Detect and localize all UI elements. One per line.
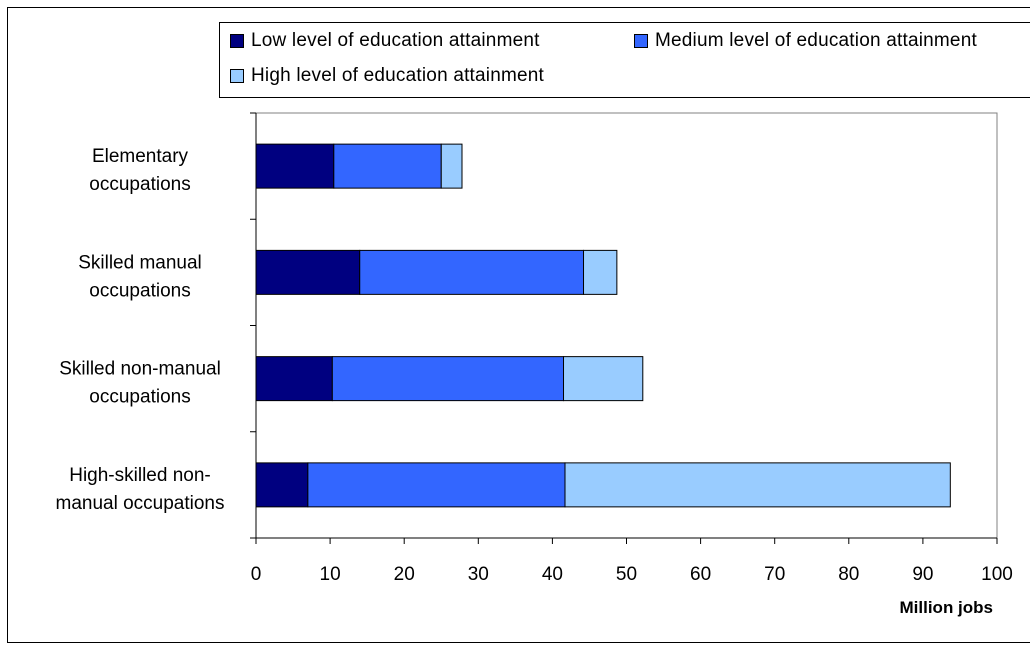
category-label-elementary-occupations: Elementary occupations <box>89 146 190 195</box>
category-label-high-skilled-non-manual-occupations: High-skilled non-manual occupations <box>56 465 225 514</box>
x-tick-label: 50 <box>616 564 637 585</box>
category-label-skilled-non-manual-occupations: Skilled non-manual occupations <box>59 359 221 408</box>
chart-legend: Low level of education attainment Medium… <box>219 22 1030 98</box>
bar-skilled-non-manual-occupations-high <box>563 356 644 402</box>
x-axis-label: Million jobs <box>900 598 994 617</box>
bar-high-skilled-non-manual-occupations-low <box>255 462 309 508</box>
legend-label-high: High level of education attainment <box>251 65 545 86</box>
x-tick-label: 40 <box>542 564 563 585</box>
x-tick-label: 0 <box>251 564 262 585</box>
axes-group: Elementary occupations Skilled manual occup… <box>56 112 1013 585</box>
bar-skilled-non-manual-occupations-medium <box>331 356 565 402</box>
bar-high-skilled-non-manual-occupations-medium <box>307 462 566 508</box>
x-tick-label: 80 <box>838 564 859 585</box>
x-tick-label: 60 <box>690 564 711 585</box>
bar-high-skilled-non-manual-occupations-high <box>564 462 951 508</box>
legend-label-medium: Medium level of education attainment <box>655 30 977 51</box>
legend-swatch-medium <box>634 34 648 48</box>
bar-skilled-manual-occupations-medium <box>359 249 585 295</box>
bar-skilled-non-manual-occupations-low <box>255 356 333 402</box>
bar-elementary-occupations-low <box>255 143 335 189</box>
x-tick-label: 30 <box>468 564 489 585</box>
legend-item-medium: Medium level of education attainment <box>634 30 977 52</box>
x-tick-label: 20 <box>394 564 415 585</box>
bar-skilled-manual-occupations-low <box>255 249 361 295</box>
x-tick-label: 90 <box>912 564 933 585</box>
bar-elementary-occupations-medium <box>333 143 442 189</box>
legend-item-high: High level of education attainment <box>230 65 544 87</box>
legend-label-low: Low level of education attainment <box>251 30 540 51</box>
legend-swatch-low <box>230 34 244 48</box>
bar-elementary-occupations-high <box>440 143 463 189</box>
x-tick-label: 70 <box>764 564 785 585</box>
bars-group <box>255 143 951 508</box>
x-tick-label: 10 <box>320 564 341 585</box>
legend-swatch-high <box>230 69 244 83</box>
x-tick-label: 100 <box>981 564 1013 585</box>
category-label-skilled-manual-occupations: Skilled manual occupations <box>78 252 202 301</box>
chart-frame <box>7 7 1030 643</box>
legend-item-low: Low level of education attainment <box>230 30 540 52</box>
bar-skilled-manual-occupations-high <box>583 249 618 295</box>
